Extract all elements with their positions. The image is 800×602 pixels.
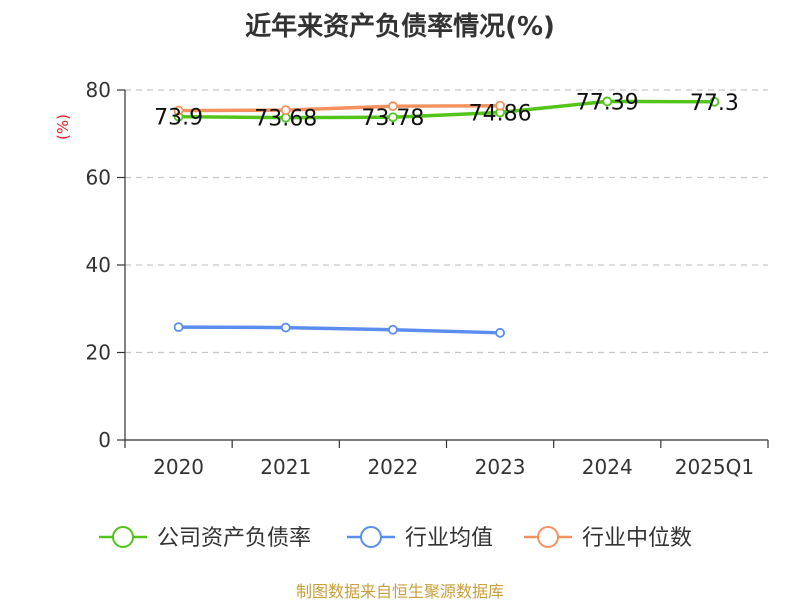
- y-tick-label: 20: [86, 341, 111, 365]
- chart-title: 近年来资产负债率情况(%): [245, 12, 555, 42]
- x-tick-label-2025Q1: 2025Q1: [675, 455, 754, 479]
- series-2-point: [280, 105, 291, 116]
- data-label: 73.78: [361, 106, 424, 131]
- x-tick-label-2023: 2023: [475, 455, 526, 479]
- y-tick-label: 0: [98, 428, 111, 452]
- series-0-point: [388, 112, 398, 123]
- x-tick-label-2021: 2021: [260, 455, 311, 479]
- grid-layer: [125, 89, 768, 354]
- legend-label-1: 行业均值: [405, 526, 493, 551]
- series-2-point: [495, 100, 505, 111]
- source-note: 制图数据来自恒生聚源数据库: [295, 582, 504, 601]
- x-tick-label-2024: 2024: [582, 455, 633, 479]
- legend-marker-2: [537, 526, 559, 548]
- y-tick-label: 40: [86, 253, 111, 277]
- series-1-point: [388, 324, 398, 335]
- y-tick-label: 60: [86, 166, 111, 190]
- series-line-1: [176, 325, 502, 335]
- y-tick-label: 80: [86, 78, 111, 102]
- series-0-point: [709, 96, 720, 107]
- series-2-point: [173, 105, 184, 116]
- legend-label-2: 行业中位数: [582, 526, 692, 551]
- series-1-point: [173, 322, 184, 333]
- data-label: 73.68: [254, 107, 317, 132]
- legend-marker-1: [360, 526, 382, 548]
- data-label: 74.86: [469, 101, 532, 126]
- series-1-point: [280, 322, 291, 333]
- series-line-0: [176, 99, 717, 120]
- legend-label-0: 公司资产负债率: [157, 526, 311, 551]
- legend: 公司资产负债率 行业均值 行业中位数: [99, 526, 692, 551]
- x-tick-label-2022: 2022: [367, 455, 418, 479]
- series-2-point: [388, 101, 398, 112]
- data-label: 73.9: [154, 106, 203, 131]
- series-1-point: [495, 327, 505, 338]
- data-label-layer: 73.9 73.68 73.78 74.86 77.39 77.3: [154, 90, 739, 131]
- y-axis-label: (%): [54, 114, 72, 140]
- series-layer: [173, 96, 720, 338]
- x-tick-label-2020: 2020: [153, 455, 204, 479]
- data-label: 77.3: [690, 91, 739, 116]
- series-0-point: [602, 96, 613, 107]
- series-line-2: [176, 104, 502, 113]
- axis-layer: 0 20 40 60 80 2020 2021 2022 2023 2024 2025Q1 (%): [54, 78, 769, 479]
- legend-marker-0: [112, 526, 134, 548]
- data-label: 77.39: [576, 90, 639, 115]
